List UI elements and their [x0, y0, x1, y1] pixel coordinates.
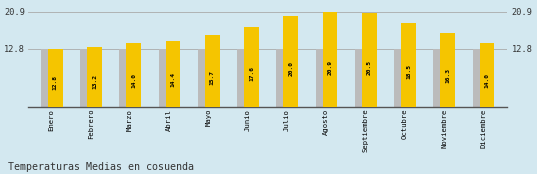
Bar — [198, 49, 212, 107]
Bar — [158, 49, 172, 107]
Bar — [87, 47, 102, 107]
Text: 17.6: 17.6 — [249, 66, 254, 81]
Bar — [205, 35, 220, 107]
Bar — [394, 49, 408, 107]
Bar — [473, 49, 486, 107]
Bar — [433, 49, 447, 107]
Bar — [284, 16, 298, 107]
Bar — [401, 22, 416, 107]
Text: 18.5: 18.5 — [406, 64, 411, 79]
Text: Temperaturas Medias en cosuenda: Temperaturas Medias en cosuenda — [8, 162, 194, 172]
Text: 12.8: 12.8 — [53, 75, 57, 90]
Bar — [119, 49, 133, 107]
Text: 14.0: 14.0 — [484, 73, 490, 88]
Bar — [48, 49, 62, 107]
Bar — [480, 43, 495, 107]
Bar — [277, 49, 290, 107]
Text: 15.7: 15.7 — [210, 70, 215, 85]
Bar — [237, 49, 251, 107]
Text: 16.3: 16.3 — [445, 68, 451, 83]
Text: 20.9: 20.9 — [328, 60, 332, 75]
Text: 13.2: 13.2 — [92, 74, 97, 89]
Text: 14.0: 14.0 — [131, 73, 136, 88]
Bar — [41, 49, 54, 107]
Bar — [244, 27, 259, 107]
Bar — [440, 33, 455, 107]
Bar — [355, 49, 368, 107]
Text: 20.0: 20.0 — [288, 61, 293, 76]
Bar — [316, 49, 329, 107]
Bar — [165, 41, 180, 107]
Text: 20.5: 20.5 — [367, 60, 372, 75]
Bar — [126, 43, 141, 107]
Bar — [362, 13, 376, 107]
Bar — [323, 11, 337, 107]
Bar — [80, 49, 93, 107]
Text: 14.4: 14.4 — [170, 72, 176, 87]
